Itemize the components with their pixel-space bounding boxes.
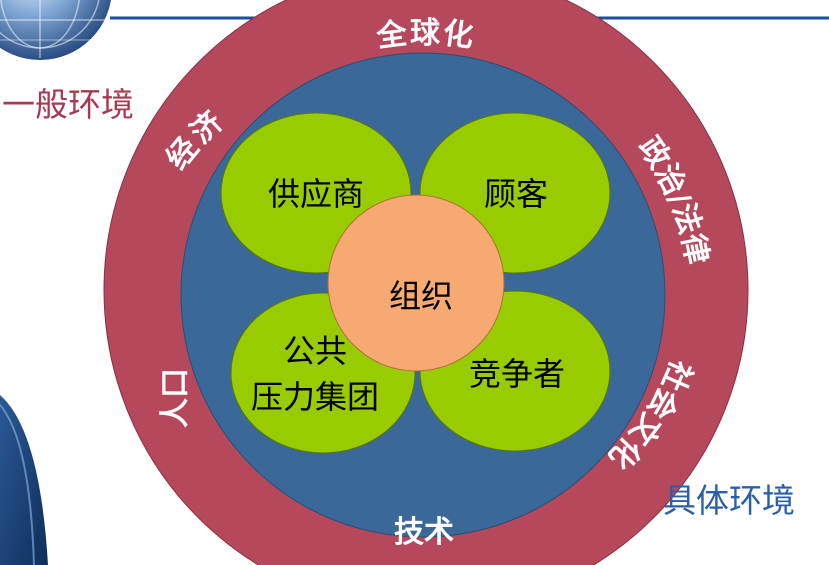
- left-swoosh-decoration: [0, 395, 48, 565]
- competitors-label: 竞争者: [469, 355, 565, 393]
- suppliers-label: 供应商: [268, 175, 364, 213]
- organization-label: 组织: [389, 277, 453, 315]
- specific-environment-label: 具体环境: [663, 481, 795, 520]
- corner-globe-decoration: [0, 0, 111, 60]
- general-environment-label: 一般环境: [2, 85, 134, 124]
- customers-label: 顾客: [484, 175, 548, 213]
- public-pressure-label-line2: 压力集团: [251, 378, 379, 416]
- globalization-label: 全球化: [374, 16, 477, 55]
- public-pressure-label-line1: 公共: [283, 332, 347, 370]
- technology-label: 技术: [394, 515, 454, 550]
- demographics-label: 人口: [158, 368, 193, 428]
- organization-circle: [327, 194, 505, 372]
- globalization-text: 全球化: [374, 16, 475, 55]
